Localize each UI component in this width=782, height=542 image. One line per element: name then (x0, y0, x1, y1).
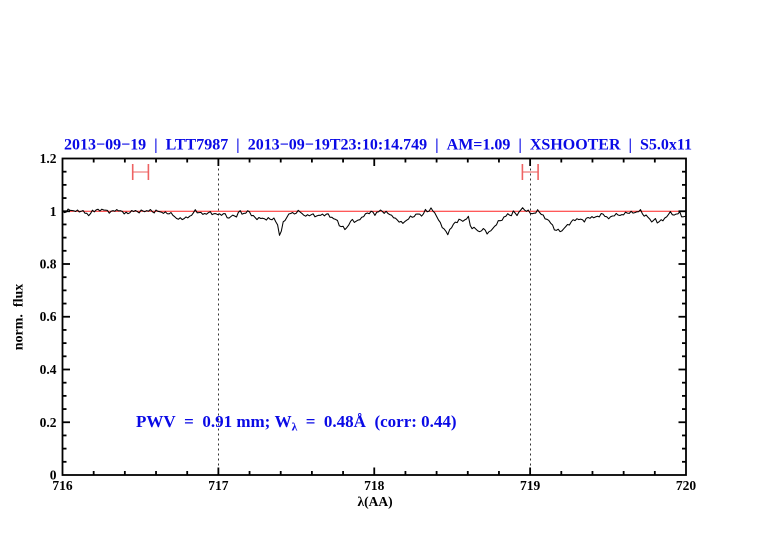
svg-text:0.2: 0.2 (40, 415, 57, 430)
svg-text:717: 717 (208, 478, 229, 493)
svg-text:0.4: 0.4 (40, 362, 57, 377)
svg-text:0.8: 0.8 (40, 257, 57, 272)
svg-text:PWV = 0.91 mm; Wλ = 0.48Å: PWV = 0.91 mm; Wλ = 0.48Å (corr: 0.44) (136, 412, 457, 434)
svg-text:716: 716 (52, 478, 73, 493)
svg-text:720: 720 (676, 478, 697, 493)
svg-text:719: 719 (520, 478, 541, 493)
svg-text:0: 0 (50, 468, 57, 483)
svg-text:2013−09−19 | LTT7987 | 201: 2013−09−19 | LTT7987 | 2013−09−19T23:10:… (64, 137, 692, 154)
svg-text:1.2: 1.2 (40, 151, 57, 166)
svg-text:0.6: 0.6 (40, 309, 57, 324)
svg-text:norm. flux: norm. flux (12, 284, 27, 351)
svg-text:1: 1 (50, 204, 57, 219)
svg-text:λ(AA): λ(AA) (357, 494, 392, 509)
svg-text:718: 718 (364, 478, 385, 493)
